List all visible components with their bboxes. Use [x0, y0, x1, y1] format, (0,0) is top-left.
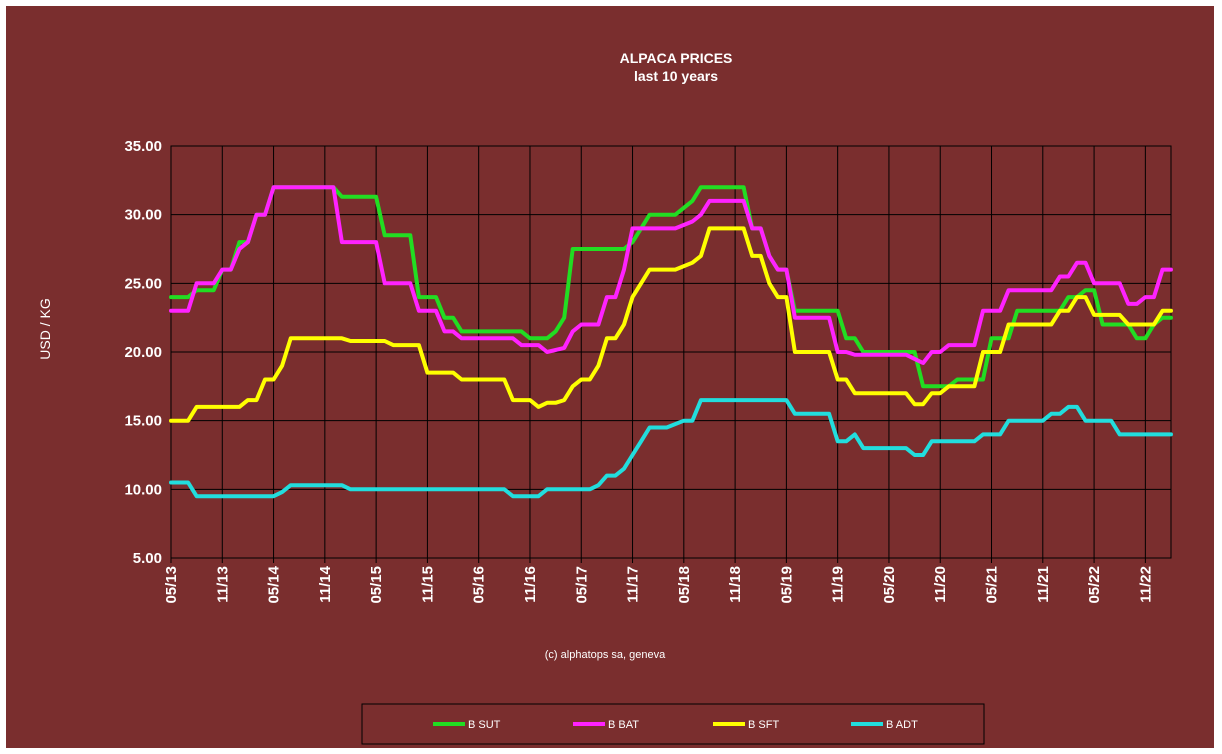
- x-tick-label: 11/16: [522, 566, 539, 603]
- legend-label: B ADT: [886, 719, 918, 731]
- line-chart: ALPACA PRICES last 10 years 5.00 10.00 15.…: [37, 50, 1173, 745]
- series-line-b-sut: [169, 185, 1173, 389]
- y-tick-label: 25.00: [124, 275, 162, 292]
- y-tick-label: 15.00: [124, 413, 162, 430]
- x-tick-label: 11/21: [1035, 566, 1052, 603]
- y-axis-label: USD / KG: [37, 298, 53, 359]
- x-tick-label: 05/19: [778, 566, 795, 604]
- x-tick-label: 11/14: [317, 565, 334, 602]
- x-tick-label: 11/19: [830, 566, 847, 603]
- plot-area: [170, 145, 1172, 559]
- series-line-b-bat: [169, 185, 1173, 365]
- x-tick-label: 05/17: [573, 566, 590, 604]
- x-axis-ticks: 05/13 11/13 05/14 11/14 05/15 11/15 05/16 11/16…: [163, 565, 1154, 603]
- series-layer: [169, 185, 1173, 499]
- legend: B SUT B BAT B SFT B ADT: [433, 719, 918, 731]
- y-tick-label: 20.00: [124, 344, 162, 361]
- x-tick-label: 11/15: [419, 566, 436, 603]
- y-tick-label: 10.00: [124, 481, 162, 498]
- y-tick-label: 30.00: [124, 207, 162, 224]
- x-tick-label: 05/18: [676, 566, 693, 604]
- x-tick-label: 05/16: [471, 566, 488, 604]
- x-tick-label: 11/18: [727, 566, 744, 603]
- x-tick-label: 11/13: [214, 566, 231, 603]
- chart-subtitle: last 10 years: [634, 68, 718, 84]
- x-tick-label: 05/14: [266, 565, 283, 603]
- credit-text: (c) alphatops sa, geneva: [545, 649, 666, 661]
- legend-label: B SUT: [468, 719, 501, 731]
- x-tick-label: 05/21: [984, 566, 1001, 604]
- x-tick-label: 11/22: [1137, 566, 1154, 603]
- legend-label: B BAT: [608, 719, 639, 731]
- chart-frame: ALPACA PRICES last 10 years 5.00 10.00 15.…: [6, 6, 1214, 748]
- x-tick-label: 05/20: [881, 566, 898, 604]
- y-axis-ticks: 5.00 10.00 15.00 20.00 25.00 30.00 35.00: [124, 138, 162, 567]
- legend-label: B SFT: [748, 719, 779, 731]
- grid: [170, 145, 1171, 563]
- legend-box: [361, 703, 985, 745]
- series-line-b-adt: [169, 398, 1173, 499]
- x-tick-label: 05/15: [368, 566, 385, 604]
- x-tick-label: 05/22: [1086, 566, 1103, 604]
- chart-title: ALPACA PRICES: [620, 50, 733, 66]
- x-tick-label: 05/13: [163, 566, 180, 604]
- y-tick-label: 35.00: [124, 138, 162, 155]
- y-tick-label: 5.00: [133, 550, 162, 567]
- x-tick-label: 11/20: [932, 566, 949, 603]
- series-line-b-sft: [169, 226, 1173, 423]
- x-tick-label: 11/17: [625, 566, 642, 603]
